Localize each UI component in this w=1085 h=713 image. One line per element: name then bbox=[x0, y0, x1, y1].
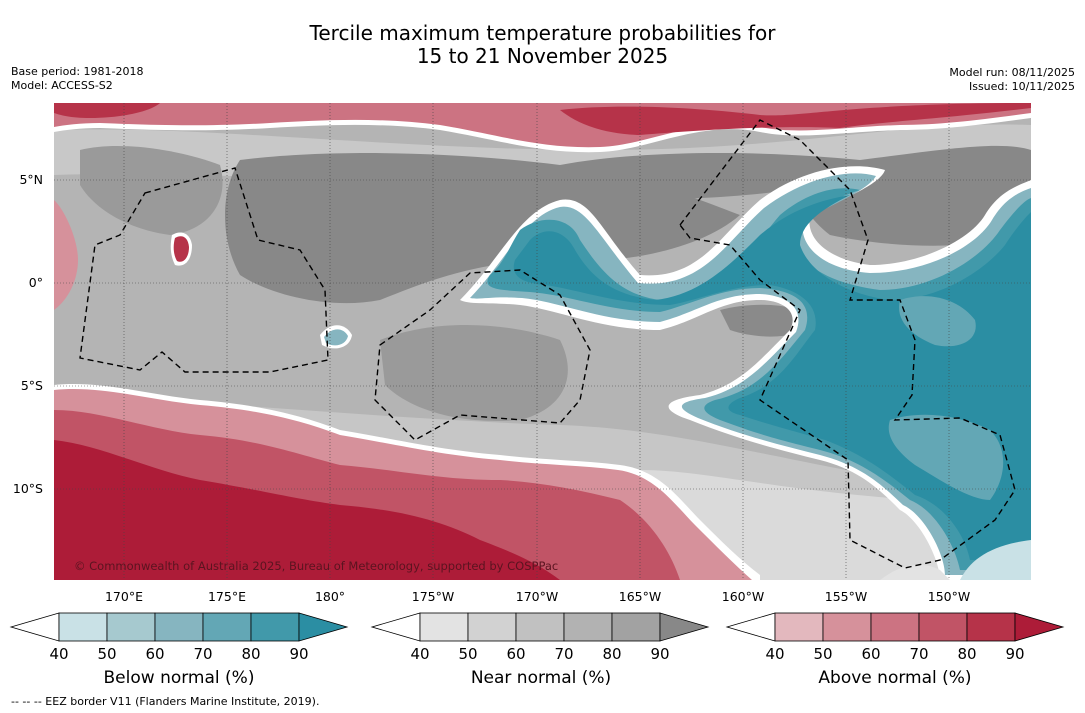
below-70-patch bbox=[899, 296, 976, 347]
below-colorbar-tick-label: 60 bbox=[145, 645, 164, 663]
eez-borders bbox=[79, 119, 1016, 569]
above-normal-regions bbox=[54, 103, 1031, 580]
below-colorbar-max-arrow bbox=[298, 612, 349, 642]
eez-footnote: -- -- -- EEZ border V11 (Flanders Marine… bbox=[11, 695, 320, 708]
title-line-2: 15 to 21 November 2025 bbox=[416, 44, 669, 68]
lon-label-170w: 170°W bbox=[516, 589, 558, 604]
lon-label-170e: 170°E bbox=[105, 589, 143, 604]
near-colorbar-tick-label: 70 bbox=[554, 645, 573, 663]
chart-title: Tercile maximum temperature probabilitie… bbox=[0, 22, 1085, 68]
title-line-1: Tercile maximum temperature probabilitie… bbox=[309, 21, 776, 45]
lat-label-0: 0° bbox=[29, 275, 43, 290]
model-run: Model run: 08/11/2025 bbox=[949, 66, 1075, 79]
lon-label-150w: 150°W bbox=[928, 589, 970, 604]
below-small-patch bbox=[324, 329, 348, 346]
above-west-patch bbox=[54, 200, 78, 310]
model-name: Model: ACCESS-S2 bbox=[11, 79, 113, 92]
lon-label-160w: 160°W bbox=[722, 589, 764, 604]
eez-border-3 bbox=[679, 119, 1016, 569]
below-70-southeast bbox=[888, 414, 1004, 500]
below-colorbar-tick-label: 50 bbox=[97, 645, 116, 663]
lon-label-175w: 175°W bbox=[412, 589, 454, 604]
near-colorbar-tick-label: 60 bbox=[506, 645, 525, 663]
near-colorbar-segment bbox=[515, 612, 565, 642]
below-southeast-corner bbox=[960, 540, 1031, 580]
above-south-90 bbox=[54, 440, 560, 580]
near-colorbar-tick-label: 80 bbox=[602, 645, 621, 663]
near-colorbar-segment bbox=[467, 612, 517, 642]
near-colorbar-segment bbox=[419, 612, 469, 642]
above-colorbar-tick-label: 40 bbox=[765, 645, 784, 663]
below-colorbar-segment bbox=[58, 612, 108, 642]
lat-label-5s: 5°S bbox=[21, 378, 43, 393]
near-colorbar-segment bbox=[563, 612, 613, 642]
below-colorbar-segment bbox=[250, 612, 300, 642]
lon-label-180: 180° bbox=[315, 589, 345, 604]
near-southeast-lightest bbox=[880, 564, 950, 580]
colorbar-above-normal: 40 50 60 70 80 90 bbox=[725, 612, 1065, 663]
above-colorbar-tick-label: 90 bbox=[1005, 645, 1024, 663]
above-colorbar-segment bbox=[966, 612, 1016, 642]
above-north-70 bbox=[54, 103, 1031, 148]
colorbar-above-title: Above normal (%) bbox=[818, 668, 972, 688]
near-colorbar-min-arrow bbox=[370, 612, 421, 642]
above-colorbar-tick-label: 80 bbox=[957, 645, 976, 663]
below-colorbar-tick-label: 90 bbox=[289, 645, 308, 663]
lon-label-175e: 175°E bbox=[208, 589, 246, 604]
below-colorbar-segment bbox=[202, 612, 252, 642]
below-colorbar-min-arrow bbox=[9, 612, 60, 642]
above-colorbar-segment bbox=[822, 612, 872, 642]
longitude-labels: 170°E 175°E 180° 175°W 170°W 165°W 160°W… bbox=[105, 589, 970, 604]
above-colorbar-segment bbox=[918, 612, 968, 642]
lon-label-155w: 155°W bbox=[825, 589, 867, 604]
base-period: Base period: 1981-2018 bbox=[11, 65, 144, 78]
colorbar-near-title: Near normal (%) bbox=[470, 668, 612, 688]
issued-date: Issued: 10/11/2025 bbox=[968, 80, 1075, 93]
near-colorbar-segment bbox=[611, 612, 661, 642]
above-colorbar-tick-label: 70 bbox=[909, 645, 928, 663]
near-colorbar-tick-label: 50 bbox=[458, 645, 477, 663]
near-colorbar-tick-label: 40 bbox=[410, 645, 429, 663]
copyright-text: © Commonwealth of Australia 2025, Bureau… bbox=[74, 559, 558, 573]
lat-label-10s: 10°S bbox=[13, 481, 43, 496]
above-colorbar-tick-label: 50 bbox=[813, 645, 832, 663]
eez-border-2 bbox=[374, 269, 591, 441]
below-colorbar-segment bbox=[154, 612, 204, 642]
below-colorbar-segment bbox=[106, 612, 156, 642]
near-colorbar-max-arrow bbox=[659, 612, 710, 642]
lat-label-5n: 5°N bbox=[19, 172, 43, 187]
latitude-labels: 5°N 0° 5°S 10°S bbox=[13, 172, 43, 496]
map-field: © Commonwealth of Australia 2025, Bureau… bbox=[54, 103, 1031, 580]
above-colorbar-max-arrow bbox=[1014, 612, 1065, 642]
below-90 bbox=[513, 195, 1031, 560]
above-colorbar-segment bbox=[774, 612, 824, 642]
colorbar-below-title: Below normal (%) bbox=[103, 668, 255, 688]
near-colorbar-tick-label: 90 bbox=[650, 645, 669, 663]
above-colorbar-segment bbox=[870, 612, 920, 642]
below-colorbar-tick-label: 40 bbox=[49, 645, 68, 663]
near-dark-south-central bbox=[380, 325, 568, 421]
above-colorbar-min-arrow bbox=[725, 612, 776, 642]
above-northwest-80 bbox=[54, 103, 160, 118]
meta-right: Model run: 08/11/2025 Issued: 10/11/2025 bbox=[949, 66, 1075, 94]
graticule bbox=[54, 103, 1031, 580]
below-normal-band bbox=[320, 166, 1031, 580]
colorbar-below-normal: 40 50 60 70 80 90 bbox=[9, 612, 349, 663]
above-small-patch bbox=[173, 236, 189, 262]
meta-left: Base period: 1981-2018 Model: ACCESS-S2 bbox=[11, 65, 143, 93]
colorbar-near-normal: 40 50 60 70 80 90 bbox=[370, 612, 710, 663]
eez-border-1 bbox=[79, 167, 329, 373]
above-north-80 bbox=[560, 103, 1031, 135]
below-colorbar-tick-label: 80 bbox=[241, 645, 260, 663]
near-dark-west bbox=[80, 145, 223, 235]
above-colorbar-tick-label: 60 bbox=[861, 645, 880, 663]
lon-label-165w: 165°W bbox=[619, 589, 661, 604]
below-colorbar-tick-label: 70 bbox=[193, 645, 212, 663]
